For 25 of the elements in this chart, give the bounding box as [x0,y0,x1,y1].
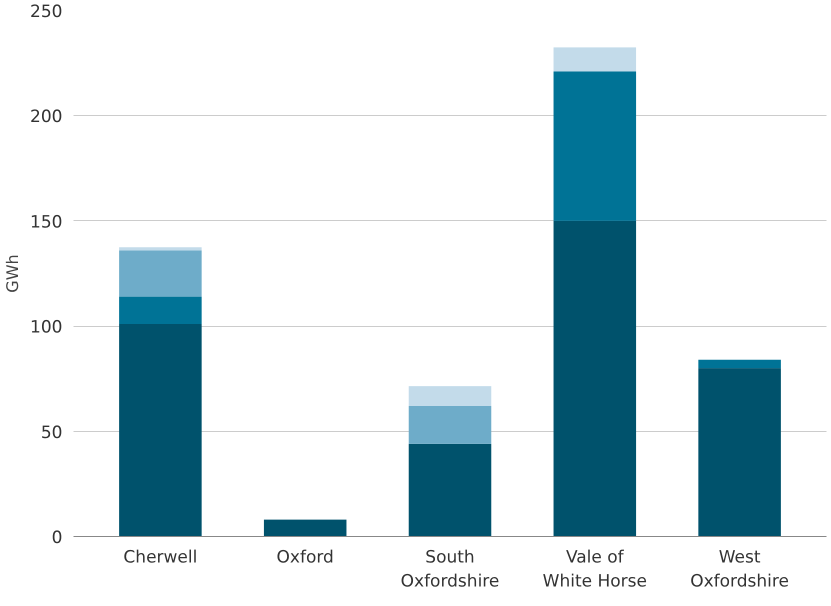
bar [698,368,781,536]
x-tick-label: Cherwell [123,548,198,568]
x-tick-label: Vale of White Horse [542,548,647,592]
bar [119,250,202,297]
y-tick-label: 200 [30,107,63,128]
bar [554,47,636,72]
y-tick-label: 50 [40,422,63,443]
y-axis-title: GWh [3,254,22,293]
bar [408,386,492,406]
bar [119,324,202,536]
bar [554,72,636,221]
bar [264,520,346,536]
x-tick-label: South Oxfordshire [400,548,500,592]
bar [119,296,202,324]
bar [408,406,492,444]
y-tick-label: 150 [30,212,63,232]
x-tick-label: West Oxfordshire [690,548,789,592]
y-tick-label: 100 [30,318,63,338]
bar [408,444,492,536]
y-tick-label: 0 [52,528,63,548]
bar [119,247,202,250]
x-tick-label: Oxford [276,548,334,568]
y-tick-label: 250 [30,2,63,22]
bar [698,360,781,368]
bar [554,220,636,536]
